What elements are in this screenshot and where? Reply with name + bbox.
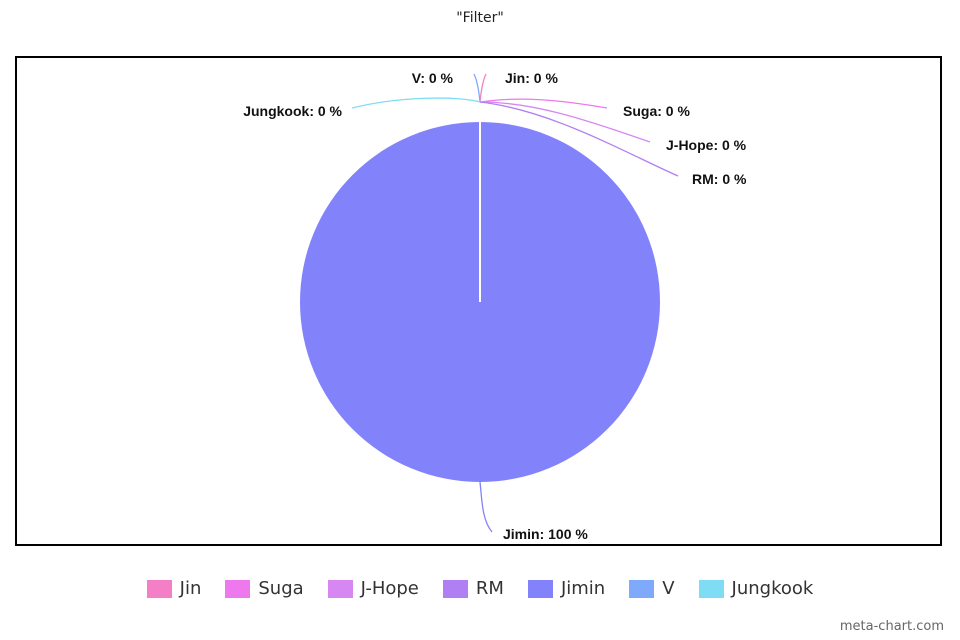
legend-swatch xyxy=(327,579,353,598)
leader-line-rm xyxy=(479,101,679,177)
chart-title: "Filter" xyxy=(456,10,504,26)
legend-item-suga[interactable]: Suga xyxy=(225,578,304,599)
legend-item-j-hope[interactable]: J-Hope xyxy=(327,578,419,599)
legend-label: Jungkook xyxy=(731,578,814,599)
watermark: meta-chart.com xyxy=(839,619,944,634)
data-label-j-hope: J-Hope: 0 % xyxy=(666,137,747,153)
data-label-v: V: 0 % xyxy=(412,70,454,86)
legend-swatch xyxy=(698,579,724,598)
legend: Jin Suga J-Hope RM Jimin V Jungkook xyxy=(0,578,960,599)
legend-label: Jin xyxy=(179,578,202,599)
legend-item-v[interactable]: V xyxy=(629,578,675,599)
leader-line-v xyxy=(473,73,481,103)
legend-swatch xyxy=(442,579,468,598)
legend-item-jimin[interactable]: Jimin xyxy=(527,578,606,599)
data-label-jungkook: Jungkook: 0 % xyxy=(243,103,342,119)
data-label-rm: RM: 0 % xyxy=(692,171,747,187)
data-label-suga: Suga: 0 % xyxy=(623,103,690,119)
leader-line-j-hope xyxy=(479,101,651,143)
legend-swatch xyxy=(146,579,172,598)
legend-swatch xyxy=(629,579,655,598)
legend-swatch xyxy=(225,579,251,598)
legend-item-rm[interactable]: RM xyxy=(442,578,504,599)
legend-label: Suga xyxy=(258,578,304,599)
legend-label: J-Hope xyxy=(360,578,419,599)
leader-line-suga xyxy=(479,98,608,109)
legend-item-jin[interactable]: Jin xyxy=(146,578,202,599)
leader-line-jin xyxy=(479,73,487,103)
data-label-jin: Jin: 0 % xyxy=(505,70,558,86)
legend-item-jungkook[interactable]: Jungkook xyxy=(698,578,814,599)
data-label-jimin: Jimin: 100 % xyxy=(503,526,588,542)
legend-swatch xyxy=(527,579,553,598)
legend-label: Jimin xyxy=(560,578,606,599)
legend-label: RM xyxy=(475,578,504,599)
plot-frame xyxy=(15,56,942,546)
legend-label: V xyxy=(662,578,675,599)
leader-line-jimin xyxy=(479,481,493,533)
leader-line-jungkook xyxy=(351,97,481,109)
